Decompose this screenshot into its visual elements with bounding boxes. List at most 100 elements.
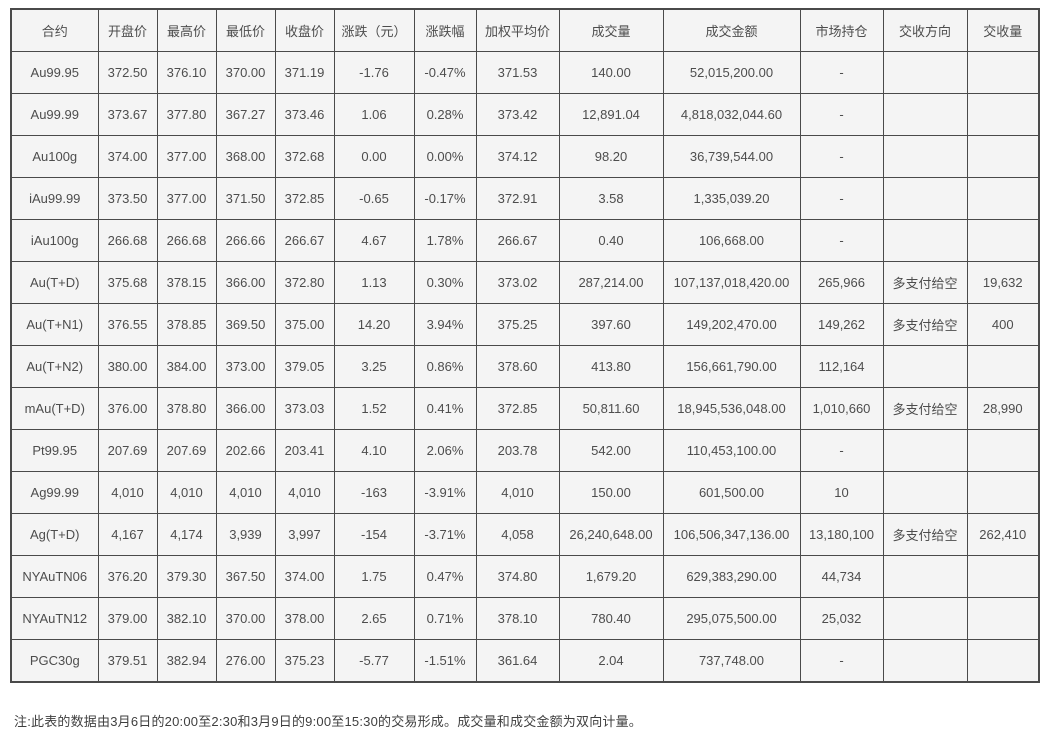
table-cell: 2.06%: [413, 429, 477, 472]
table-cell: 373.00: [215, 345, 276, 388]
table-cell: 203.78: [475, 429, 560, 472]
table-cell: 265,966: [799, 261, 884, 304]
table-cell: 多支付给空: [882, 261, 968, 304]
table-cell: 多支付给空: [882, 303, 968, 346]
table-cell: [882, 429, 968, 472]
table-cell: 3.25: [333, 345, 415, 388]
table-cell: 372.68: [274, 135, 335, 178]
table-cell: 372.85: [274, 177, 335, 220]
table-row: Pt99.95 207.69 207.69 202.66 203.41 4.10 2.06%…: [10, 429, 1040, 472]
table-cell: 378.85: [156, 303, 217, 346]
table-cell: 374.80: [475, 555, 560, 598]
contract-cell: Au(T+N1): [10, 303, 99, 346]
market-table-body: Au99.95 372.50 376.10 370.00 371.19 -1.76 -0.4…: [10, 51, 1040, 683]
table-row: Au(T+D) 375.68 378.15 366.00 372.80 1.13 0.30%…: [10, 261, 1040, 304]
table-cell: [966, 177, 1040, 220]
table-cell: 149,202,470.00: [662, 303, 801, 346]
table-cell: 1.75: [333, 555, 415, 598]
table-row: iAu99.99 373.50 377.00 371.50 372.85 -0.65 -0.…: [10, 177, 1040, 220]
table-cell: 371.50: [215, 177, 276, 220]
table-cell: 多支付给空: [882, 387, 968, 430]
table-cell: 149,262: [799, 303, 884, 346]
table-cell: 378.10: [475, 597, 560, 640]
table-cell: 0.28%: [413, 93, 477, 136]
table-cell: -: [799, 639, 884, 683]
contract-cell: PGC30g: [10, 639, 99, 683]
table-cell: 52,015,200.00: [662, 51, 801, 94]
table-cell: -: [799, 135, 884, 178]
table-cell: [882, 639, 968, 683]
table-row: mAu(T+D) 376.00 378.80 366.00 373.03 1.52 0.41…: [10, 387, 1040, 430]
column-header: 收盘价: [274, 8, 335, 52]
column-header: 合约: [10, 8, 99, 52]
table-row: Ag(T+D) 4,167 4,174 3,939 3,997 -154 -3.71% 4,0…: [10, 513, 1040, 556]
table-cell: 107,137,018,420.00: [662, 261, 801, 304]
footnote: 注:此表的数据由3月6日的20:00至2:30和3月9日的9:00至15:30的…: [14, 714, 642, 729]
table-cell: 150.00: [558, 471, 664, 514]
table-cell: 1.78%: [413, 219, 477, 262]
table-cell: 10: [799, 471, 884, 514]
table-cell: -1.76: [333, 51, 415, 94]
table-cell: 373.50: [97, 177, 158, 220]
table-cell: 26,240,648.00: [558, 513, 664, 556]
table-cell: [966, 429, 1040, 472]
table-cell: 372.85: [475, 387, 560, 430]
contract-cell: Au(T+D): [10, 261, 99, 304]
table-cell: 4,174: [156, 513, 217, 556]
table-cell: 601,500.00: [662, 471, 801, 514]
contract-cell: iAu99.99: [10, 177, 99, 220]
column-header: 最低价: [215, 8, 276, 52]
column-header: 涨跌幅: [413, 8, 477, 52]
table-cell: [882, 597, 968, 640]
table-cell: 1,010,660: [799, 387, 884, 430]
table-cell: 374.00: [97, 135, 158, 178]
table-cell: 156,661,790.00: [662, 345, 801, 388]
table-cell: 276.00: [215, 639, 276, 683]
table-cell: 3.94%: [413, 303, 477, 346]
contract-cell: Au(T+N2): [10, 345, 99, 388]
table-cell: 207.69: [97, 429, 158, 472]
table-cell: 378.60: [475, 345, 560, 388]
table-cell: 36,739,544.00: [662, 135, 801, 178]
table-row: Au100g 374.00 377.00 368.00 372.68 0.00 0.00% 3…: [10, 135, 1040, 178]
table-cell: 262,410: [966, 513, 1040, 556]
table-cell: 376.00: [97, 387, 158, 430]
table-cell: 4,167: [97, 513, 158, 556]
table-row: PGC30g 379.51 382.94 276.00 375.23 -5.77 -1.51…: [10, 639, 1040, 683]
contract-cell: mAu(T+D): [10, 387, 99, 430]
table-row: Au99.95 372.50 376.10 370.00 371.19 -1.76 -0.4…: [10, 51, 1040, 94]
table-cell: 287,214.00: [558, 261, 664, 304]
table-cell: 1.06: [333, 93, 415, 136]
table-cell: 112,164: [799, 345, 884, 388]
table-cell: 1,679.20: [558, 555, 664, 598]
table-row: NYAuTN06 376.20 379.30 367.50 374.00 1.75 0.47…: [10, 555, 1040, 598]
table-row: Au(T+N1) 376.55 378.85 369.50 375.00 14.20 3.9…: [10, 303, 1040, 346]
table-cell: 367.27: [215, 93, 276, 136]
table-cell: 370.00: [215, 51, 276, 94]
table-cell: 多支付给空: [882, 513, 968, 556]
table-cell: -0.47%: [413, 51, 477, 94]
table-cell: [882, 93, 968, 136]
table-cell: 13,180,100: [799, 513, 884, 556]
table-cell: 0.47%: [413, 555, 477, 598]
table-cell: -: [799, 51, 884, 94]
table-cell: 384.00: [156, 345, 217, 388]
table-cell: 3,939: [215, 513, 276, 556]
table-cell: -3.91%: [413, 471, 477, 514]
table-cell: 542.00: [558, 429, 664, 472]
table-cell: -0.17%: [413, 177, 477, 220]
column-header: 交收方向: [882, 8, 968, 52]
contract-cell: Au100g: [10, 135, 99, 178]
table-cell: 382.10: [156, 597, 217, 640]
market-table-head-row: 合约 开盘价 最高价 最低价 收盘价 涨跌（元） 涨跌幅 加权平均价 成交量 成交金额 市场持仓 交收…: [10, 8, 1040, 52]
table-cell: -: [799, 177, 884, 220]
table-cell: 372.80: [274, 261, 335, 304]
table-cell: [966, 93, 1040, 136]
table-cell: -3.71%: [413, 513, 477, 556]
table-cell: -0.65: [333, 177, 415, 220]
table-cell: 375.68: [97, 261, 158, 304]
table-cell: 372.91: [475, 177, 560, 220]
table-cell: 50,811.60: [558, 387, 664, 430]
column-header: 涨跌（元）: [333, 8, 415, 52]
